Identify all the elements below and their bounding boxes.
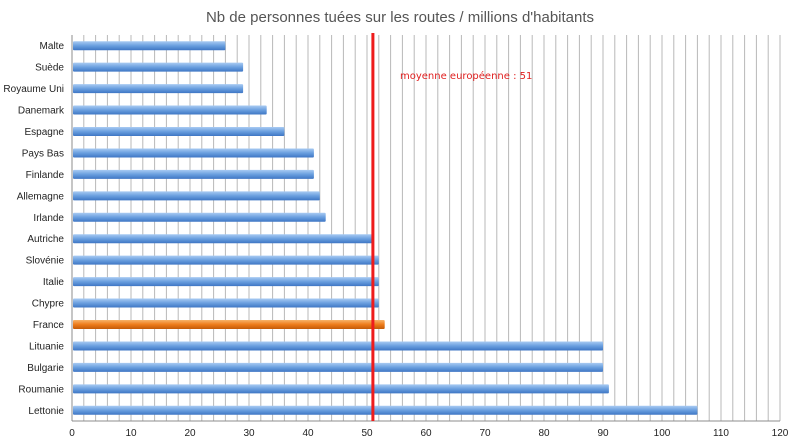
y-tick-label: Danemark	[18, 106, 65, 117]
bar-suède	[73, 62, 244, 72]
y-tick-label: Roumanie	[18, 384, 64, 395]
bar-lituanie	[73, 341, 603, 351]
bar-italie	[73, 277, 379, 287]
y-tick-label: Suède	[35, 63, 64, 74]
x-tick-label: 90	[597, 428, 609, 439]
bar-france	[73, 320, 385, 329]
x-tick-label: 60	[420, 428, 432, 439]
y-tick-label: France	[33, 320, 65, 331]
x-tick-label: 20	[184, 428, 196, 439]
y-tick-label: Lettonie	[28, 406, 64, 417]
bar-malte	[73, 41, 226, 51]
x-tick-label: 40	[302, 428, 314, 439]
y-tick-label: Slovénie	[26, 256, 65, 267]
y-tick-label: Malte	[40, 41, 65, 52]
y-tick-label: Finlande	[26, 170, 65, 181]
y-tick-label: Pays Bas	[22, 148, 64, 159]
x-tick-label: 30	[243, 428, 255, 439]
bar-espagne	[73, 127, 285, 136]
bar-pays-bas	[73, 148, 314, 158]
y-tick-label: Bulgarie	[27, 363, 64, 374]
chart-title: Nb de personnes tuées sur les routes / m…	[206, 9, 594, 26]
bar-allemagne	[73, 191, 320, 201]
bar-roumanie	[73, 384, 609, 394]
y-tick-label: Italie	[43, 277, 65, 288]
x-tick-labels: 0 10 20 30 40 50 60 70 80 90 100 110 120	[69, 428, 789, 439]
bar-chypre	[73, 298, 379, 308]
bar-royaume-uni	[73, 84, 244, 94]
y-tick-label: Allemagne	[17, 191, 65, 202]
y-tick-label: Espagne	[25, 127, 65, 138]
bar-irlande	[73, 212, 326, 222]
y-tick-label: Royaume Uni	[3, 84, 64, 95]
y-tick-labels: Malte Suède Royaume Uni Danemark Espagne Pays…	[3, 41, 65, 417]
bar-lettonie	[73, 405, 698, 415]
x-tick-label: 80	[538, 428, 550, 439]
bar-bulgarie	[73, 362, 603, 372]
x-tick-label: 50	[361, 428, 373, 439]
x-tick-label: 120	[772, 428, 789, 439]
grid	[71, 35, 781, 422]
x-tick-label: 100	[654, 428, 671, 439]
y-tick-label: Chypre	[32, 299, 65, 310]
x-tick-label: 10	[125, 428, 137, 439]
bar-danemark	[73, 105, 267, 115]
x-tick-label: 110	[713, 428, 729, 439]
bar-autriche	[73, 234, 373, 244]
y-tick-label: Lituanie	[29, 341, 64, 352]
y-tick-label: Autriche	[27, 234, 64, 245]
bar-slovénie	[73, 255, 379, 265]
bar-finlande	[73, 169, 314, 179]
bars	[73, 41, 698, 415]
x-tick-label: 70	[479, 428, 491, 439]
reference-line-label: moyenne européenne : 51	[400, 70, 532, 82]
y-tick-label: Irlande	[33, 213, 64, 224]
x-tick-label: 0	[69, 428, 75, 439]
